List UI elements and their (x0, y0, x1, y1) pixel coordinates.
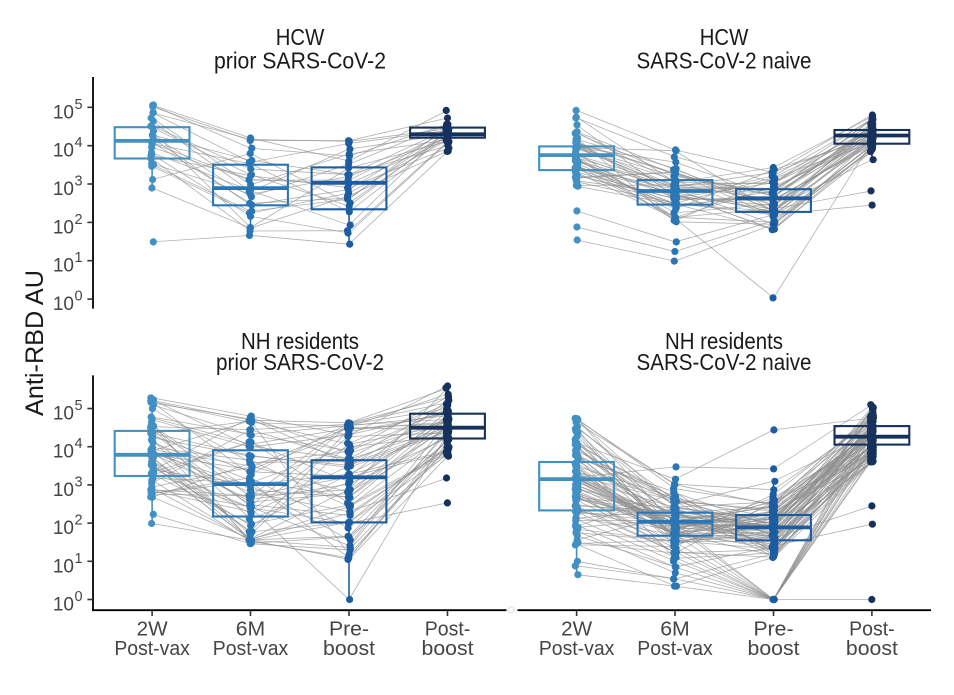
svg-text:HCW: HCW (700, 24, 749, 50)
svg-text:10: 10 (53, 556, 74, 577)
svg-text:4: 4 (75, 135, 83, 151)
svg-text:10: 10 (53, 217, 74, 238)
svg-text:10: 10 (53, 480, 74, 501)
svg-text:10: 10 (53, 141, 74, 162)
svg-text:2W: 2W (561, 618, 593, 641)
svg-text:HCW: HCW (276, 24, 325, 50)
svg-text:1: 1 (75, 250, 83, 266)
svg-text:Post-vax: Post-vax (539, 637, 615, 660)
svg-text:3: 3 (75, 474, 83, 490)
svg-text:10: 10 (53, 294, 74, 315)
svg-text:10: 10 (53, 179, 74, 200)
svg-text:prior SARS-CoV-2: prior SARS-CoV-2 (214, 48, 386, 74)
svg-text:prior SARS-CoV-2: prior SARS-CoV-2 (216, 349, 384, 375)
svg-text:Post-: Post- (425, 618, 471, 641)
svg-text:2: 2 (75, 513, 83, 529)
svg-text:boost: boost (748, 637, 800, 660)
svg-text:6M: 6M (660, 618, 690, 641)
svg-text:10: 10 (53, 518, 74, 539)
svg-text:5: 5 (75, 398, 83, 414)
svg-text:boost: boost (422, 637, 474, 660)
svg-text:Post-vax: Post-vax (637, 637, 713, 660)
svg-text:3: 3 (75, 174, 83, 190)
svg-text:2W: 2W (137, 618, 169, 641)
svg-text:SARS-CoV-2 naive: SARS-CoV-2 naive (637, 48, 812, 74)
svg-text:Post-vax: Post-vax (114, 637, 190, 660)
svg-text:4: 4 (75, 436, 83, 452)
svg-text:Pre-: Pre- (329, 618, 369, 641)
svg-text:Pre-: Pre- (754, 618, 794, 641)
svg-text:NH residents: NH residents (665, 328, 783, 354)
svg-text:0: 0 (75, 589, 83, 605)
svg-text:10: 10 (53, 256, 74, 277)
svg-text:10: 10 (53, 404, 74, 425)
svg-text:10: 10 (53, 102, 74, 123)
svg-text:0: 0 (75, 289, 83, 305)
svg-text:NH residents: NH residents (241, 328, 359, 354)
svg-text:1: 1 (75, 551, 83, 567)
svg-text:SARS-CoV-2 naive: SARS-CoV-2 naive (637, 349, 812, 375)
svg-text:6M: 6M (236, 618, 266, 641)
svg-text:Post-: Post- (849, 618, 895, 641)
svg-text:5: 5 (75, 97, 83, 113)
svg-text:Anti-RBD AU: Anti-RBD AU (21, 270, 49, 416)
svg-text:boost: boost (846, 637, 898, 660)
svg-text:10: 10 (53, 442, 74, 463)
svg-text:2: 2 (75, 212, 83, 228)
svg-text:Post-vax: Post-vax (213, 637, 289, 660)
svg-text:boost: boost (323, 637, 375, 660)
svg-text:10: 10 (53, 595, 74, 616)
